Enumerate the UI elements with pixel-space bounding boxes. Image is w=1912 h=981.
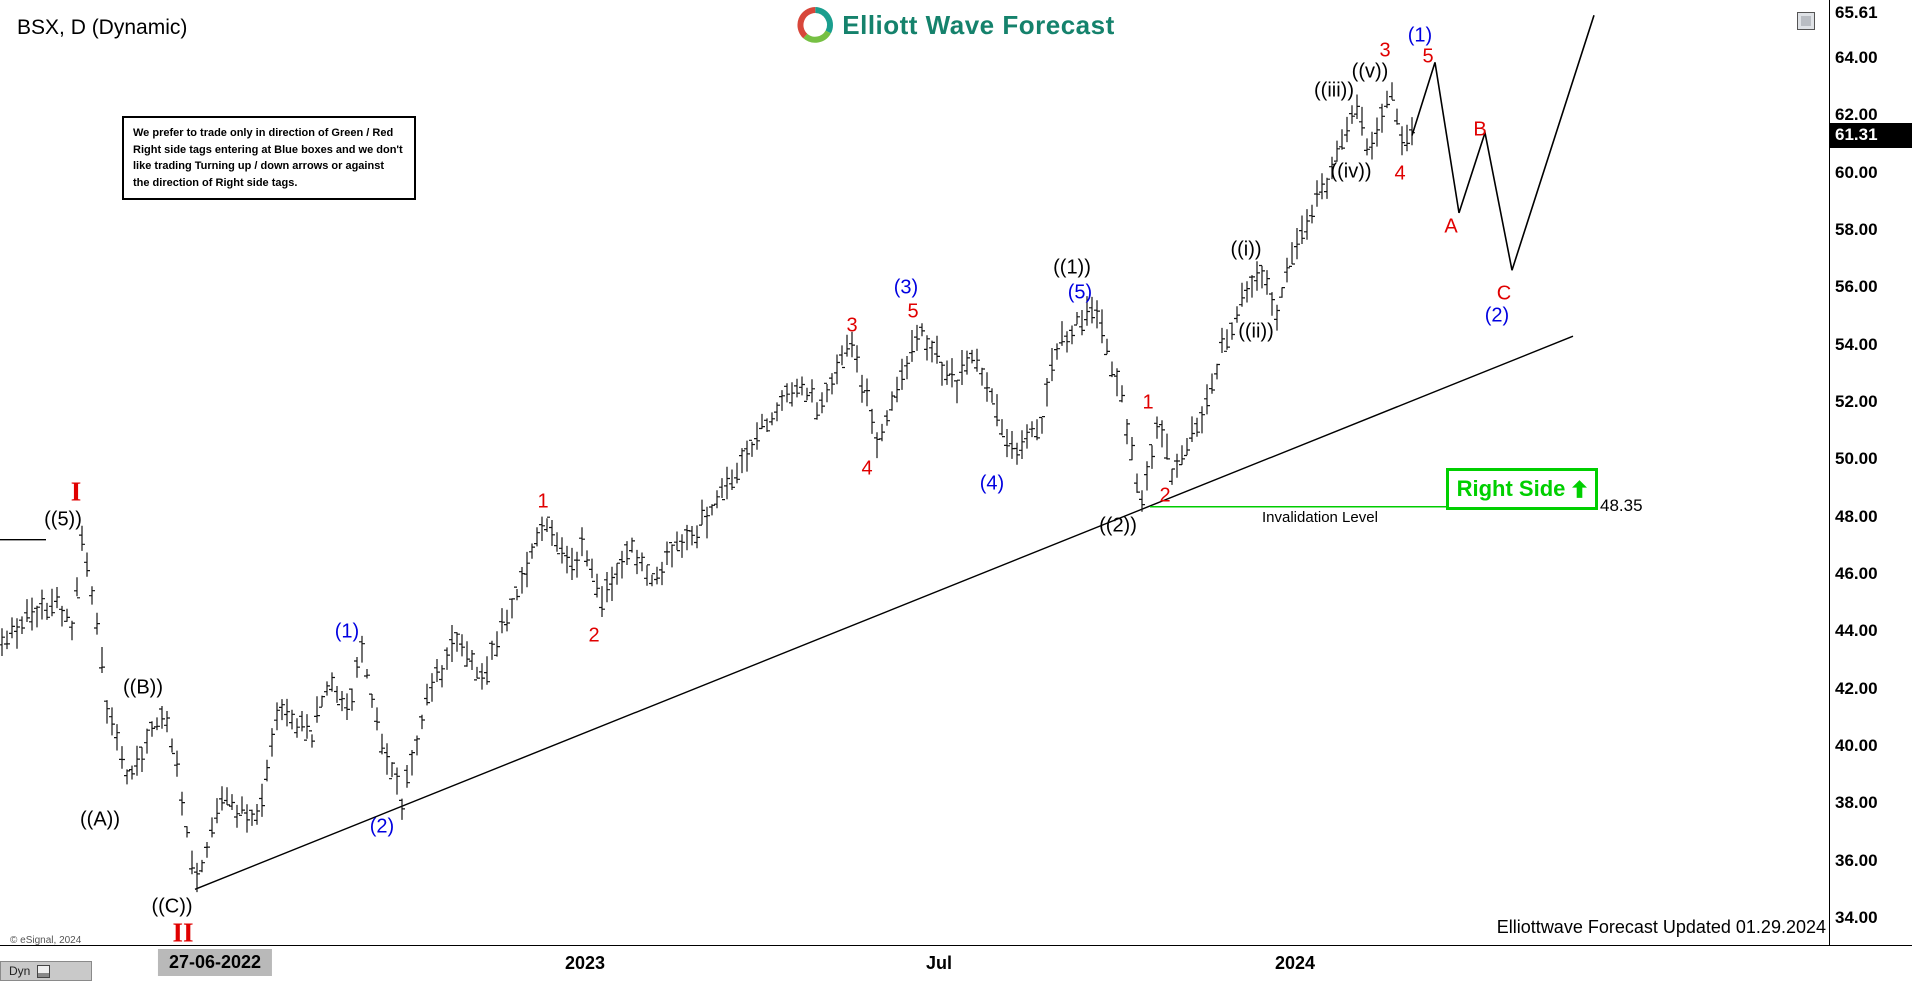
wave-label-2: (2) bbox=[1484, 304, 1510, 327]
y-axis-label: 52.00 bbox=[1835, 392, 1878, 412]
note-line: like trading Turning up / down arrows or… bbox=[133, 160, 384, 172]
forecast-updated-text: Elliottwave Forecast Updated 01.29.2024 bbox=[1496, 917, 1826, 937]
invalidation-price: 48.35 bbox=[1600, 496, 1643, 515]
x-axis-label-2024: 2024 bbox=[1274, 953, 1316, 973]
x-axis-label-27-06-2022: 27-06-2022 bbox=[157, 949, 273, 976]
wave-label-5: 5 bbox=[907, 300, 919, 323]
x-axis-label-jul: Jul bbox=[925, 953, 953, 973]
elliott-wave-logo-icon bbox=[797, 7, 833, 43]
wave-label-v: ((v)) bbox=[1351, 60, 1389, 83]
wave-label-1: 1 bbox=[1142, 391, 1154, 414]
wave-label-ii: II bbox=[172, 917, 194, 948]
y-axis-label: 60.00 bbox=[1835, 162, 1878, 182]
wave-label-iv: ((iv)) bbox=[1330, 160, 1372, 183]
up-arrow-icon bbox=[1572, 480, 1588, 498]
symbol-title: BSX, D (Dynamic) bbox=[17, 16, 188, 39]
y-axis-high-label: 65.61 bbox=[1835, 3, 1878, 22]
y-axis-label: 48.00 bbox=[1835, 506, 1878, 526]
wave-label-iii: ((iii)) bbox=[1314, 79, 1354, 102]
wave-label-5: (5) bbox=[1067, 281, 1093, 304]
logo-text: Elliott Wave Forecast bbox=[842, 9, 1115, 40]
wave-label-4: (4) bbox=[979, 472, 1005, 495]
wave-label-4: 4 bbox=[861, 457, 873, 480]
pane-chart-icon bbox=[37, 964, 51, 978]
wave-label-2: 2 bbox=[1159, 484, 1171, 507]
wave-label-2: ((2)) bbox=[1099, 514, 1137, 537]
wave-label-b: B bbox=[1473, 118, 1487, 141]
right-side-label: Right Side bbox=[1456, 476, 1566, 501]
wave-label-3: 3 bbox=[846, 314, 858, 337]
wave-label-c: ((C)) bbox=[151, 895, 193, 918]
price-axis[interactable]: 65.61 64.00 62.00 60.00 58.00 56.00 54.00 52.00… bbox=[1829, 0, 1912, 945]
note-line: We prefer to trade only in direction of … bbox=[133, 127, 394, 139]
y-axis-label: 50.00 bbox=[1835, 449, 1878, 469]
y-axis-label: 64.00 bbox=[1835, 48, 1878, 68]
right-side-tag: Right Side bbox=[1446, 468, 1598, 510]
y-axis-label: 34.00 bbox=[1835, 908, 1878, 927]
wave-label-4: 4 bbox=[1394, 162, 1406, 185]
y-axis-label: 40.00 bbox=[1835, 736, 1878, 756]
wave-label-3: 3 bbox=[1379, 39, 1391, 62]
y-axis-label: 44.00 bbox=[1835, 621, 1878, 641]
pane-tab-dyn[interactable]: Dyn bbox=[0, 961, 92, 981]
wave-label-1: ((1)) bbox=[1053, 256, 1091, 279]
wave-label-1: (1) bbox=[1407, 24, 1433, 47]
y-axis-label: 56.00 bbox=[1835, 277, 1878, 297]
y-axis-label: 54.00 bbox=[1835, 334, 1878, 354]
wave-label-i: I bbox=[70, 476, 82, 507]
time-axis[interactable]: 27-06-2022 2023 Jul 2024 bbox=[0, 945, 1912, 981]
trendline bbox=[194, 335, 1574, 890]
chart-panel-icon[interactable] bbox=[1797, 12, 1815, 30]
note-line: Right side tags entering at Blue boxes a… bbox=[133, 143, 403, 156]
wave-label-3: (3) bbox=[893, 276, 919, 299]
wave-label-b: ((B)) bbox=[123, 676, 163, 699]
y-axis-label: 58.00 bbox=[1835, 220, 1878, 240]
trading-note-box: We prefer to trade only in direction of … bbox=[122, 116, 416, 200]
projection-path bbox=[1411, 14, 1595, 271]
esignal-copyright: © eSignal, 2024 bbox=[10, 935, 82, 946]
y-axis-label: 46.00 bbox=[1835, 564, 1878, 584]
wave-label-5: 5 bbox=[1422, 45, 1434, 68]
y-axis-label: 62.00 bbox=[1835, 105, 1878, 125]
wave-label-2: (2) bbox=[369, 815, 395, 838]
wave-label-ii: ((ii)) bbox=[1238, 320, 1274, 343]
price-chart-canvas[interactable] bbox=[0, 0, 1829, 945]
note-line: the direction of Right side tags. bbox=[133, 176, 298, 189]
wave-label-2: 2 bbox=[588, 624, 600, 647]
wave-label-a: A bbox=[1444, 215, 1458, 238]
elliott-wave-logo: Elliott Wave Forecast bbox=[797, 7, 1115, 43]
wave-label-i: ((i)) bbox=[1230, 238, 1262, 261]
last-price-badge: 61.31 bbox=[1830, 123, 1912, 149]
price-bars bbox=[0, 82, 1415, 893]
x-axis-label-2023: 2023 bbox=[564, 953, 606, 973]
wave-label-5: ((5)) bbox=[44, 508, 82, 531]
wave-label-1: (1) bbox=[334, 620, 360, 643]
wave-label-a: ((A)) bbox=[80, 808, 120, 831]
y-axis-label: 38.00 bbox=[1835, 793, 1878, 813]
y-axis-label: 42.00 bbox=[1835, 678, 1878, 698]
y-axis-label: 36.00 bbox=[1835, 850, 1878, 870]
wave-label-c: C bbox=[1496, 282, 1512, 305]
pane-tab-label: Dyn bbox=[9, 964, 31, 978]
invalidation-level-label: Invalidation Level bbox=[1262, 509, 1378, 526]
wave-label-1: 1 bbox=[537, 490, 549, 513]
